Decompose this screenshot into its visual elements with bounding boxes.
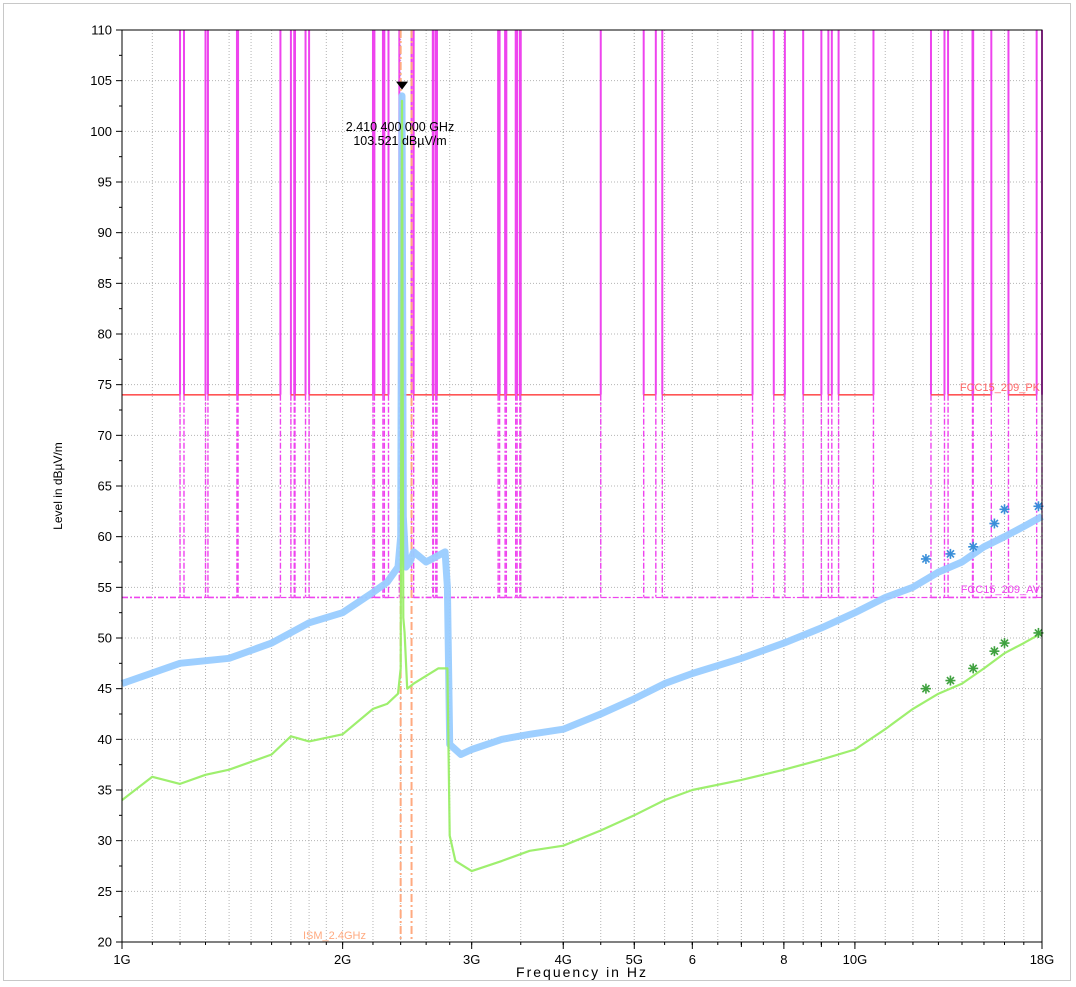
y-tick-label: 110 xyxy=(91,23,112,38)
axes xyxy=(116,29,1043,949)
y-tick-label: 95 xyxy=(98,175,112,190)
limit-label-av: FCC15_209_AV xyxy=(961,584,1041,596)
average-result-marker xyxy=(945,675,956,686)
y-tick-label: 60 xyxy=(98,529,112,544)
x-tick-label: 10G xyxy=(843,952,868,967)
x-tick-label: 4G xyxy=(555,952,572,967)
average-trace xyxy=(121,99,1043,873)
y-tick-label: 45 xyxy=(98,681,112,696)
x-tick-label: 6 xyxy=(689,952,696,967)
plot-border xyxy=(121,29,1043,943)
y-tick-label: 105 xyxy=(90,73,112,88)
average-result-marker xyxy=(999,638,1010,649)
y-tick-label: 25 xyxy=(98,884,112,899)
marker-level: 103.521 dBµV/m xyxy=(353,134,446,148)
peak-trace xyxy=(120,92,1044,758)
y-tick-label: 50 xyxy=(98,631,112,646)
average-result-marker xyxy=(968,663,979,674)
marker-frequency: 2.410 400 000 GHz xyxy=(346,120,454,134)
y-tick-label: 40 xyxy=(98,732,112,747)
limit-label-pk: FCC15_209_PK xyxy=(960,382,1041,394)
x-tick-label: 5G xyxy=(626,952,643,967)
limit-lines xyxy=(122,30,1043,599)
x-tick-label: 18G xyxy=(1030,952,1055,967)
x-tick-label: 1G xyxy=(113,952,130,967)
average-result-marker xyxy=(989,646,1000,657)
x-tick-label: 8 xyxy=(780,952,787,967)
y-tick-label: 35 xyxy=(98,783,112,798)
y-tick-label: 65 xyxy=(98,479,112,494)
grid xyxy=(122,30,1042,942)
y-tick-label: 20 xyxy=(98,935,112,950)
y-tick-label: 75 xyxy=(98,377,112,392)
peak-result-marker xyxy=(945,548,956,559)
peak-result-marker xyxy=(968,541,979,552)
result-markers xyxy=(396,81,1044,694)
average-result-marker xyxy=(920,683,931,694)
peak-result-marker xyxy=(920,553,931,564)
x-tick-label: 3G xyxy=(463,952,480,967)
peak-result-marker xyxy=(999,504,1010,515)
y-tick-label: 70 xyxy=(98,428,112,443)
traces xyxy=(120,92,1044,873)
x-axis-label: Frequency in Hz xyxy=(516,964,648,980)
peak-result-marker xyxy=(989,518,1000,529)
y-tick-label: 85 xyxy=(98,276,112,291)
y-tick-label: 80 xyxy=(98,327,112,342)
y-tick-label: 30 xyxy=(98,833,112,848)
tick-labels: 20 25 30 35 40 45 50 55 60 65 70 75 80 85 90 95 100 105 11… xyxy=(90,23,1054,968)
y-tick-label: 90 xyxy=(98,225,112,240)
y-tick-label: 100 xyxy=(90,124,112,139)
ism-label: ISM_2.4GHz xyxy=(303,930,366,942)
y-axis-label: Level in dBµV/m xyxy=(51,442,65,530)
y-tick-label: 55 xyxy=(98,580,112,595)
x-tick-label: 2G xyxy=(334,952,351,967)
frequency-marker-triangle xyxy=(396,81,409,90)
